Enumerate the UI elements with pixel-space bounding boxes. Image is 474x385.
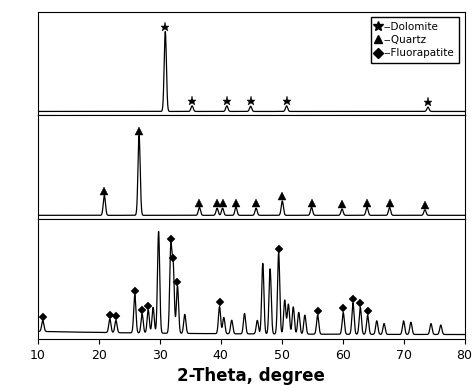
Legend: --Dolomite, --Quartz, --Fluorapatite: --Dolomite, --Quartz, --Fluorapatite [371, 17, 459, 64]
X-axis label: 2-Theta, degree: 2-Theta, degree [177, 367, 325, 385]
